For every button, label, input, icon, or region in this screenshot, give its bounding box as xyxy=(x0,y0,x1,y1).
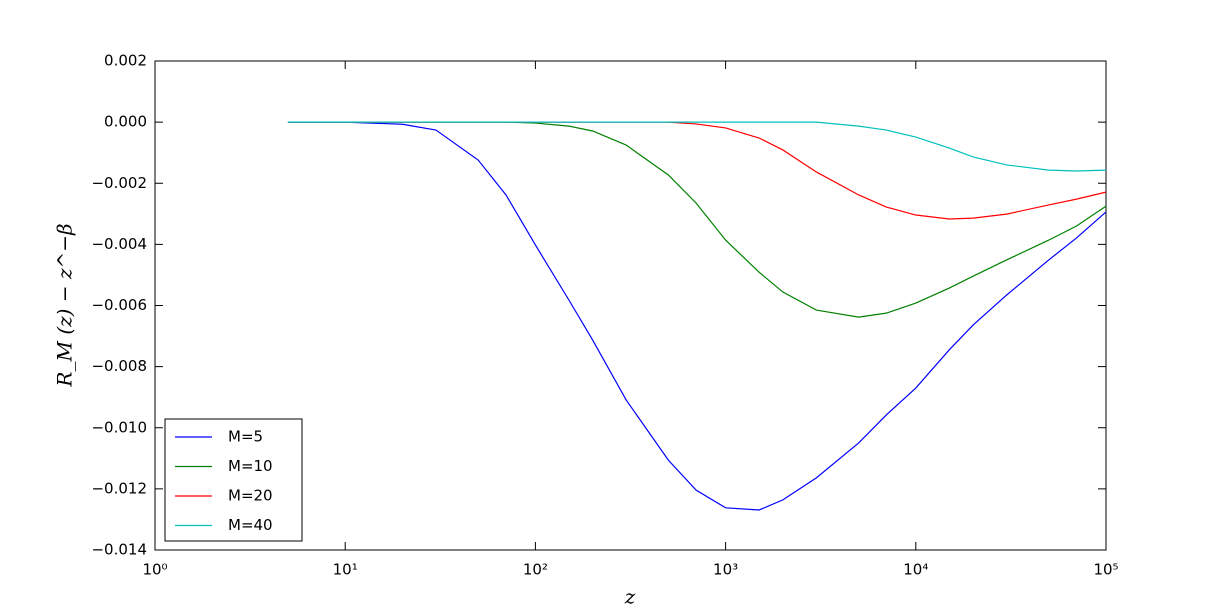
legend-label: M=20 xyxy=(228,487,273,505)
x-tick-label: 10¹ xyxy=(333,561,358,579)
y-tick-label: −0.014 xyxy=(91,541,147,559)
series-line xyxy=(287,121,1107,318)
y-tick-label: −0.002 xyxy=(91,174,147,192)
y-tick-label: 0.000 xyxy=(104,113,147,131)
x-tick-label: 10⁵ xyxy=(1093,561,1118,579)
x-tick-label: 10⁴ xyxy=(903,561,928,579)
y-tick-label: −0.008 xyxy=(91,357,147,375)
legend-label: M=10 xyxy=(228,457,273,475)
x-tick-label: 10³ xyxy=(713,561,738,579)
x-axis-label: z xyxy=(624,585,636,609)
y-axis-label: R_M (z) − z^−β xyxy=(53,223,77,387)
y-tick-label: 0.002 xyxy=(104,52,147,70)
x-tick-label: 10⁰ xyxy=(142,561,167,579)
legend-label: M=5 xyxy=(228,428,263,446)
series-line xyxy=(287,121,1107,511)
series-line xyxy=(287,121,1107,172)
y-tick-label: −0.004 xyxy=(91,235,147,253)
y-tick-label: −0.010 xyxy=(91,418,147,436)
legend-label: M=40 xyxy=(228,516,273,534)
x-tick-label: 10² xyxy=(523,561,548,579)
y-tick-label: −0.012 xyxy=(91,479,147,497)
legend-box xyxy=(164,418,303,542)
y-tick-label: −0.006 xyxy=(91,296,147,314)
